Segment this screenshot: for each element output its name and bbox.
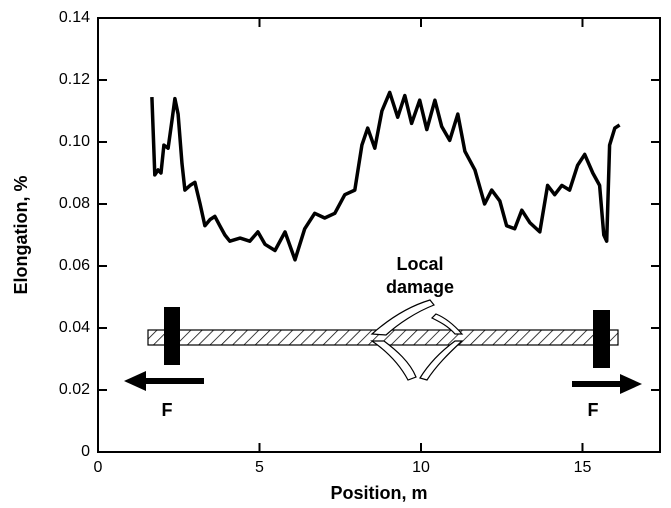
plot-frame — [97, 17, 661, 453]
annotation: damage — [386, 277, 454, 297]
y-tick-label: 0.02 — [59, 381, 90, 398]
y-tick-label: 0.08 — [59, 195, 90, 212]
y-axis-label: Elongation, % — [11, 176, 31, 295]
y-tick-label: 0.04 — [59, 319, 90, 336]
x-tick-label: 0 — [94, 459, 103, 476]
y-tick-label: 0.14 — [59, 9, 90, 26]
x-tick-label: 5 — [255, 459, 264, 476]
y-tick-label: 0.12 — [59, 71, 90, 88]
x-axis-label: Position, m — [330, 483, 427, 503]
data-line — [150, 90, 621, 262]
y-tick-label: 0 — [81, 443, 90, 460]
annotation: Local — [396, 254, 443, 274]
y-tick-label: 0.10 — [59, 133, 90, 150]
force-label: F — [162, 400, 173, 420]
rope-illustration — [124, 299, 642, 394]
x-tick-label: 15 — [574, 459, 592, 476]
y-tick-label: 0.06 — [59, 257, 90, 274]
x-tick-label: 10 — [412, 459, 430, 476]
force-label: F — [588, 400, 599, 420]
